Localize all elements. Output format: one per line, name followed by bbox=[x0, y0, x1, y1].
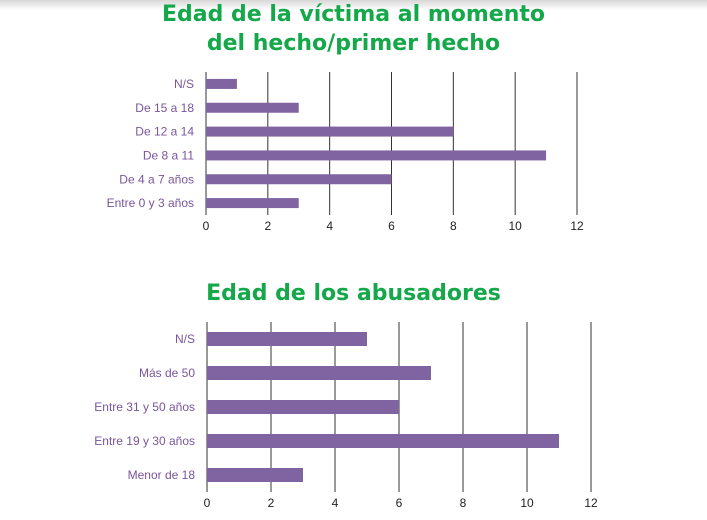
bar bbox=[206, 126, 454, 137]
x-tick-label: 0 bbox=[204, 496, 211, 510]
bar-chart-abuser-age: 0 2 4 6 8 10 12 N/S Más de 50 Entre 31 y 50 años E… bbox=[94, 322, 598, 510]
bar bbox=[206, 198, 299, 209]
category-label: N/S bbox=[175, 332, 195, 346]
x-tick-label: 10 bbox=[520, 496, 534, 510]
category-label: De 15 a 18 bbox=[135, 101, 194, 115]
category-label: Menor de 18 bbox=[128, 468, 196, 482]
top-shadow-bar bbox=[0, 0, 707, 10]
category-label: De 4 a 7 años bbox=[119, 172, 194, 186]
bar bbox=[206, 174, 392, 185]
category-label: Más de 50 bbox=[139, 366, 195, 380]
chart-title-line: Edad de los abusadores bbox=[206, 281, 501, 306]
x-tick-label: 12 bbox=[584, 496, 598, 510]
x-tick-label: 8 bbox=[450, 219, 457, 233]
category-label: N/S bbox=[174, 77, 194, 91]
x-tick-label: 6 bbox=[396, 496, 403, 510]
x-tick-label: 4 bbox=[332, 496, 339, 510]
category-label: De 8 a 11 bbox=[143, 148, 194, 162]
category-label: De 12 a 14 bbox=[135, 125, 194, 139]
bar bbox=[206, 102, 299, 113]
bar bbox=[207, 366, 431, 380]
chart-title-line: del hecho/primer hecho bbox=[206, 31, 501, 56]
chart-title-line: Edad de la víctima al momento bbox=[161, 2, 546, 27]
x-tick-label: 4 bbox=[326, 219, 333, 233]
x-tick-label: 12 bbox=[570, 219, 584, 233]
bar bbox=[207, 332, 367, 346]
x-tick-label: 2 bbox=[268, 496, 275, 510]
bar bbox=[206, 150, 547, 161]
bar-chart-victim-age: 0 2 4 6 8 10 12 N/S De 15 a 18 De 12 a 14 De 8 a 1… bbox=[107, 72, 584, 233]
x-tick-label: 10 bbox=[508, 219, 522, 233]
bar bbox=[207, 434, 559, 448]
x-tick-label: 0 bbox=[203, 219, 210, 233]
x-tick-label: 2 bbox=[264, 219, 271, 233]
bar bbox=[206, 78, 237, 89]
chart-title-victim-age: Edad de la víctima al momento del hecho/… bbox=[0, 0, 707, 58]
chart-title-abuser-age: Edad de los abusadores bbox=[0, 279, 707, 308]
category-label: Entre 0 y 3 años bbox=[107, 196, 194, 210]
x-tick-label: 8 bbox=[460, 496, 467, 510]
bar bbox=[207, 400, 399, 414]
bar bbox=[207, 468, 303, 482]
category-label: Entre 31 y 50 años bbox=[94, 400, 195, 414]
x-tick-label: 6 bbox=[388, 219, 395, 233]
category-label: Entre 19 y 30 años bbox=[94, 434, 195, 448]
